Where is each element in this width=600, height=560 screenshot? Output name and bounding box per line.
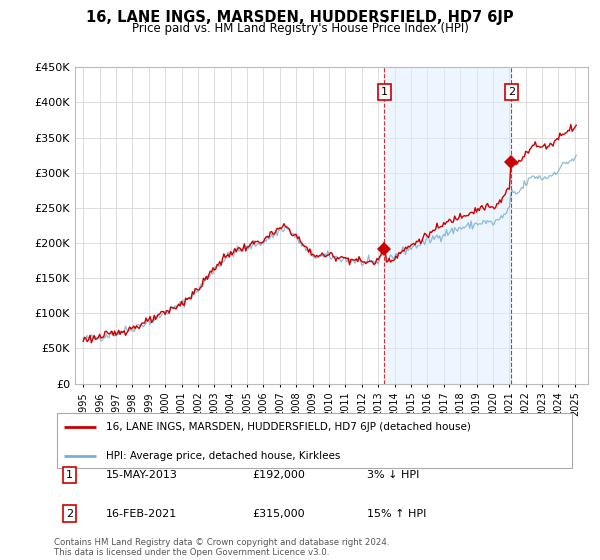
Text: 1: 1: [381, 87, 388, 97]
Text: 2: 2: [508, 87, 515, 97]
FancyBboxPatch shape: [56, 413, 572, 468]
Text: 16, LANE INGS, MARSDEN, HUDDERSFIELD, HD7 6JP: 16, LANE INGS, MARSDEN, HUDDERSFIELD, HD…: [86, 10, 514, 25]
Text: 3% ↓ HPI: 3% ↓ HPI: [367, 470, 419, 480]
Text: HPI: Average price, detached house, Kirklees: HPI: Average price, detached house, Kirk…: [106, 451, 341, 461]
Text: 15% ↑ HPI: 15% ↑ HPI: [367, 508, 427, 519]
Text: £192,000: £192,000: [253, 470, 305, 480]
Text: 16-FEB-2021: 16-FEB-2021: [106, 508, 178, 519]
Text: £315,000: £315,000: [253, 508, 305, 519]
Text: Contains HM Land Registry data © Crown copyright and database right 2024.
This d: Contains HM Land Registry data © Crown c…: [54, 538, 389, 557]
Text: 15-MAY-2013: 15-MAY-2013: [106, 470, 178, 480]
Text: 2: 2: [66, 508, 73, 519]
Text: Price paid vs. HM Land Registry's House Price Index (HPI): Price paid vs. HM Land Registry's House …: [131, 22, 469, 35]
Bar: [384, 67, 511, 384]
Text: 1: 1: [66, 470, 73, 480]
Text: 16, LANE INGS, MARSDEN, HUDDERSFIELD, HD7 6JP (detached house): 16, LANE INGS, MARSDEN, HUDDERSFIELD, HD…: [106, 422, 471, 432]
